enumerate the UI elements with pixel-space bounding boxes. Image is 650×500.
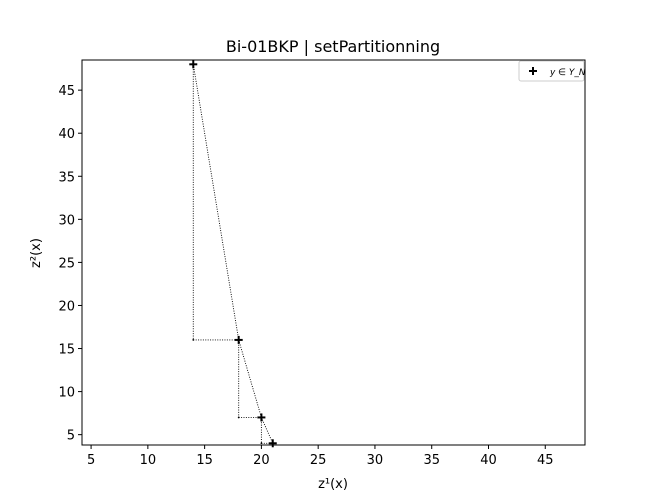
x-tick-label: 25	[310, 453, 327, 468]
x-tick-label: 35	[423, 453, 440, 468]
y-tick-label: 25	[58, 256, 75, 271]
legend: y ∈ Y_N	[518, 60, 586, 82]
y-tick-label: 40	[58, 127, 75, 142]
x-tick-label: 30	[367, 453, 384, 468]
x-tick-label: 40	[480, 453, 497, 468]
y-tick-label: 20	[58, 299, 75, 314]
data-point	[268, 439, 277, 448]
diagonal-lines	[192, 64, 274, 444]
diagonal-segment	[238, 339, 262, 418]
staircase-corners	[192, 339, 263, 445]
legend-label: y ∈ Y_N	[549, 68, 586, 78]
staircase-lines	[192, 64, 273, 444]
y-tick-label: 10	[58, 386, 75, 401]
y-tick-label: 35	[58, 170, 75, 185]
x-tick-label: 45	[537, 453, 554, 468]
staircase-corner	[192, 339, 195, 341]
x-ticks: 5 10 15 20 25 30 35 40 45	[87, 445, 554, 468]
data-points	[189, 60, 277, 448]
y-ticks: 5 10 15 20 25 30 35 40 45	[58, 84, 82, 444]
plot-area: 5 10 15 20 25 30 35 40 45 5 10 15 20 25 30 35 40 45	[58, 59, 586, 468]
chart-title: Bi-01BKP | setPartitionning	[226, 37, 440, 56]
staircase-corner	[237, 416, 240, 419]
staircase-corner	[260, 442, 263, 445]
data-point	[234, 335, 243, 344]
y-tick-label: 45	[58, 84, 75, 99]
y-tick-label: 5	[67, 429, 75, 444]
data-point	[189, 60, 198, 69]
data-point	[257, 413, 266, 422]
x-tick-label: 20	[253, 453, 270, 468]
y-tick-label: 30	[58, 213, 75, 228]
y-axis-label: z²(x)	[29, 238, 44, 268]
x-tick-label: 15	[196, 453, 213, 468]
x-axis-label: z¹(x)	[318, 477, 348, 492]
legend-marker	[529, 67, 537, 75]
x-tick-label: 10	[140, 453, 157, 468]
y-tick-label: 15	[58, 343, 75, 358]
x-tick-label: 5	[87, 453, 95, 468]
diagonal-segment	[192, 64, 240, 340]
legend-box	[518, 60, 585, 82]
plot-frame	[81, 59, 586, 446]
